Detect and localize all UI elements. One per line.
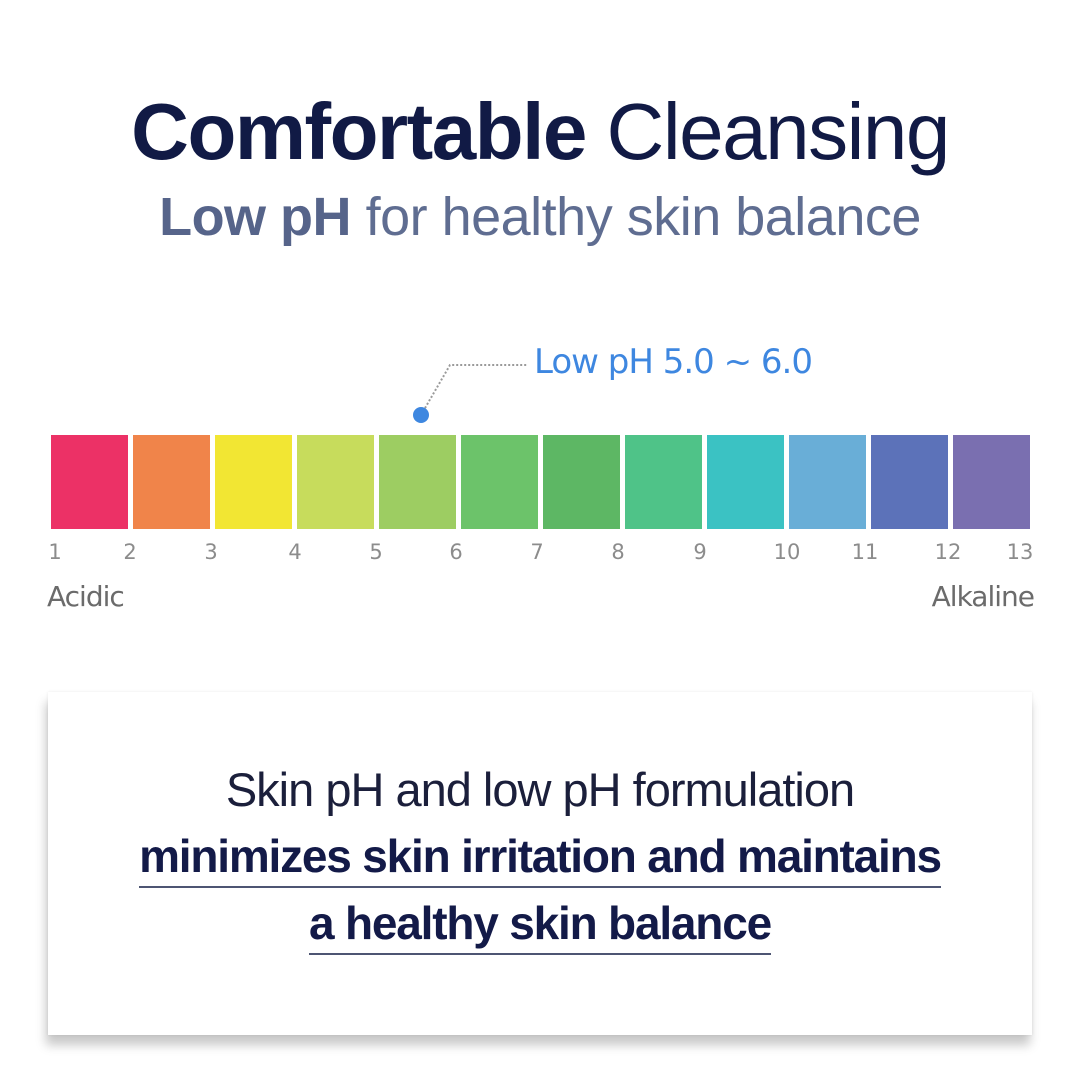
ph-block-5 xyxy=(379,435,456,529)
subheadline: Low pH for healthy skin balance xyxy=(0,182,1080,252)
ph-block-8 xyxy=(625,435,702,529)
alkaline-label: Alkaline xyxy=(931,580,1035,613)
tick-label: 2 xyxy=(123,540,137,564)
callout-label: Low pH 5.0 ~ 6.0 xyxy=(534,342,813,382)
ph-block-6 xyxy=(461,435,538,529)
headline: Comfortable Cleansing xyxy=(0,82,1080,182)
acidic-label: Acidic xyxy=(47,580,125,613)
card-emphasis-text-1: minimizes skin irritation and maintains xyxy=(139,830,942,888)
ph-color-scale xyxy=(51,435,1030,529)
tick-label: 13 xyxy=(1006,540,1034,564)
headline-light: Cleansing xyxy=(606,87,951,176)
card-emphasis-text-2: a healthy skin balance xyxy=(309,897,772,955)
tick-label: 4 xyxy=(288,540,302,564)
ph-tick-labels: 1 2 3 4 5 6 7 8 9 10 11 12 13 xyxy=(0,540,1080,566)
tick-label: 1 xyxy=(48,540,62,564)
dot-marker-icon xyxy=(413,407,429,423)
tick-label: 5 xyxy=(369,540,383,564)
ph-block-7 xyxy=(543,435,620,529)
ph-block-11 xyxy=(871,435,948,529)
ph-block-2 xyxy=(133,435,210,529)
ph-block-10 xyxy=(789,435,866,529)
tick-label: 9 xyxy=(693,540,707,564)
info-card: Skin pH and low pH formulation minimizes… xyxy=(48,692,1032,1035)
ph-block-4 xyxy=(297,435,374,529)
card-intro-text: Skin pH and low pH formulation xyxy=(225,763,855,816)
tick-label: 11 xyxy=(851,540,879,564)
ph-block-3 xyxy=(215,435,292,529)
headline-bold: Comfortable xyxy=(131,87,587,176)
tick-label: 10 xyxy=(773,540,801,564)
ph-block-12 xyxy=(953,435,1030,529)
callout-leader-line-icon xyxy=(413,364,528,423)
tick-label: 8 xyxy=(611,540,625,564)
tick-label: 12 xyxy=(934,540,962,564)
tick-label: 7 xyxy=(530,540,544,564)
card-emphasis-line-2: a healthy skin balance xyxy=(48,894,1032,955)
ph-block-9 xyxy=(707,435,784,529)
subheadline-bold: Low pH xyxy=(159,187,352,247)
card-emphasis-line-1: minimizes skin irritation and maintains xyxy=(48,827,1032,888)
tick-label: 3 xyxy=(204,540,218,564)
tick-label: 6 xyxy=(449,540,463,564)
subheadline-light: for healthy skin balance xyxy=(365,187,922,247)
ph-block-1 xyxy=(51,435,128,529)
